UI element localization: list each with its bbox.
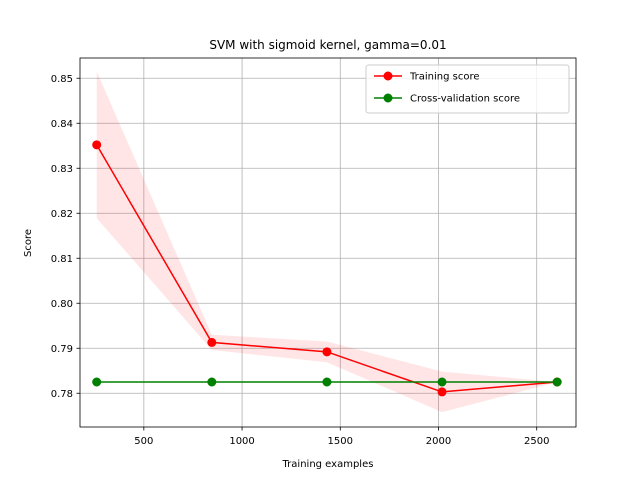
axes-frame — [79, 57, 577, 428]
y-tick-label: 0.84 — [51, 119, 73, 130]
legend-label: Training score — [409, 72, 480, 83]
y-tick-label: 0.85 — [51, 74, 73, 85]
x-tick-label: 1000 — [229, 436, 254, 447]
y-tick-label: 0.81 — [51, 254, 73, 265]
y-axis-title: Score — [23, 229, 34, 257]
x-tick-label: 2000 — [426, 436, 451, 447]
series-0-point — [207, 337, 217, 347]
series-0-point — [322, 347, 332, 357]
x-tick-label: 1500 — [328, 436, 353, 447]
y-tick-label: 0.79 — [51, 344, 73, 355]
legend-box — [365, 64, 570, 114]
legend: Training score Cross-validation score — [365, 64, 570, 114]
legend-label: Cross-validation score — [410, 94, 520, 105]
plot-area: 500 1000 1500 2000 2500 0.78 0.79 0.80 0.81 0.82 0… — [51, 57, 577, 447]
series-0-band — [96, 71, 558, 413]
series-1-point — [322, 377, 332, 387]
legend-swatch-marker — [383, 71, 393, 81]
chart-title: SVM with sigmoid kernel, gamma=0.01 — [209, 38, 446, 52]
y-tick-label: 0.83 — [51, 164, 73, 175]
series-1-point — [437, 377, 447, 387]
series-1-point — [207, 377, 217, 387]
x-axis-title: Training examples — [282, 459, 374, 470]
y-tick-label: 0.78 — [51, 389, 73, 400]
series-1-point — [92, 377, 102, 387]
series-0-point — [92, 140, 102, 150]
legend-swatch-marker — [383, 93, 393, 103]
x-tick-label: 2500 — [524, 436, 549, 447]
y-tick-label: 0.80 — [51, 299, 73, 310]
series-0-point — [437, 387, 447, 397]
series-1-point — [552, 377, 562, 387]
x-tick-label: 500 — [134, 436, 153, 447]
y-tick-label: 0.82 — [51, 209, 73, 220]
